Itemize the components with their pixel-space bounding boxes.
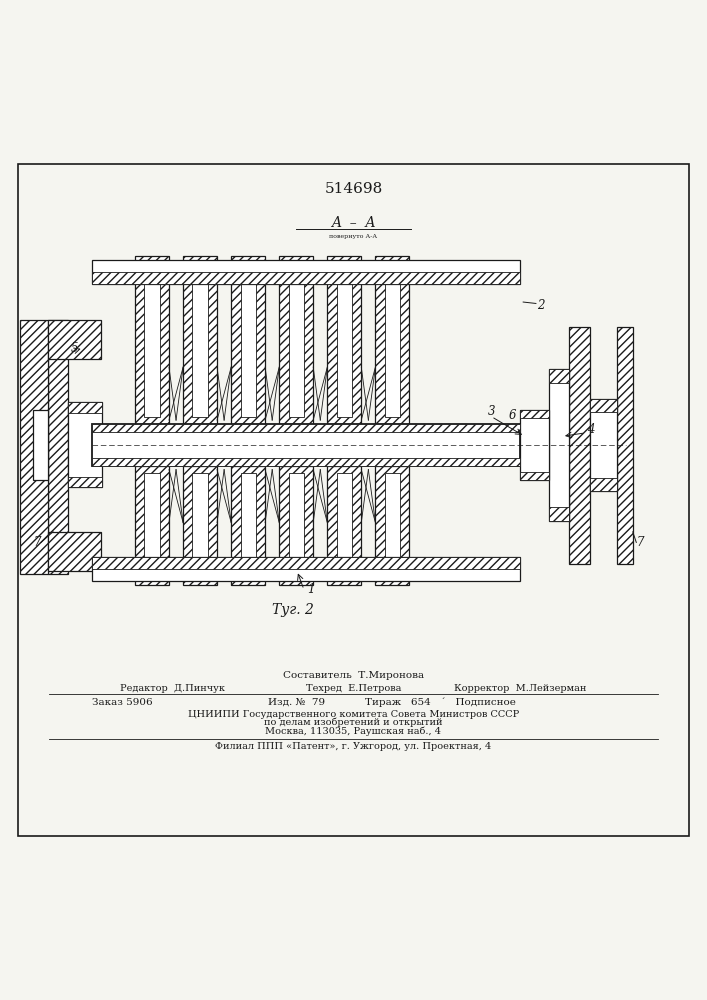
Bar	[135, 256, 169, 424]
Bar	[231, 256, 265, 424]
Text: Тираж   654   ´   Подписное: Тираж 654 ´ Подписное	[366, 697, 516, 707]
Bar	[92, 557, 520, 581]
Bar	[288, 267, 304, 417]
Bar	[327, 256, 361, 424]
Bar	[144, 267, 160, 417]
Text: Τуг. 2: Τуг. 2	[272, 603, 315, 617]
Bar	[92, 424, 520, 432]
Bar	[135, 466, 169, 585]
Bar	[279, 466, 313, 585]
Text: по делам изобретений и открытий: по делам изобретений и открытий	[264, 718, 443, 727]
Text: 7: 7	[636, 536, 644, 549]
Bar	[183, 256, 217, 424]
Bar	[33, 410, 48, 480]
Bar	[231, 466, 265, 585]
Text: ЦНИИПИ Государственного комитета Совета Министров СССР: ЦНИИПИ Государственного комитета Совета …	[188, 710, 519, 719]
Bar	[144, 473, 160, 574]
Bar	[48, 320, 101, 359]
Text: 7: 7	[34, 536, 42, 549]
Text: 4: 4	[587, 423, 595, 436]
Text: Редактор  Д.Пинчук: Редактор Д.Пинчук	[120, 684, 226, 693]
Text: повернуто А-А: повернуто А-А	[329, 234, 378, 239]
Bar	[520, 410, 549, 418]
Bar	[549, 507, 569, 521]
Bar	[20, 320, 48, 574]
Bar	[375, 256, 409, 424]
Text: Корректор  М.Лейзерман: Корректор М.Лейзерман	[455, 684, 587, 693]
Text: Составитель  Т.Миронова: Составитель Т.Миронова	[283, 671, 424, 680]
Bar	[92, 424, 520, 466]
Bar	[183, 466, 217, 585]
Bar	[92, 272, 520, 284]
Bar	[520, 410, 549, 480]
Bar	[590, 399, 617, 491]
Text: 6: 6	[509, 409, 517, 422]
Bar	[337, 267, 352, 417]
Bar	[48, 532, 101, 571]
Text: A  –  A: A – A	[332, 216, 375, 230]
Bar	[192, 473, 208, 574]
Bar	[68, 402, 102, 413]
Bar	[385, 473, 400, 574]
Bar	[520, 472, 549, 480]
Bar	[68, 477, 102, 487]
Bar	[327, 466, 361, 585]
Text: Москва, 113035, Раушская наб., 4: Москва, 113035, Раушская наб., 4	[266, 726, 441, 736]
Text: Филиал ППП «Патент», г. Ужгород, ул. Проектная, 4: Филиал ППП «Патент», г. Ужгород, ул. Про…	[216, 742, 491, 751]
Bar	[279, 256, 313, 424]
Bar	[337, 473, 352, 574]
Text: 1: 1	[308, 583, 315, 596]
Bar	[92, 557, 520, 569]
Text: Изд. №  79: Изд. № 79	[269, 698, 325, 707]
Bar	[92, 260, 520, 284]
Bar	[240, 473, 256, 574]
Text: 3: 3	[488, 405, 496, 418]
Bar	[240, 267, 256, 417]
Bar	[549, 369, 569, 521]
Text: 5: 5	[71, 342, 78, 355]
Text: Техред  Е.Петрова: Техред Е.Петрова	[306, 684, 401, 693]
Bar	[590, 399, 617, 412]
Bar	[590, 478, 617, 491]
Bar	[617, 327, 633, 564]
Bar	[375, 466, 409, 585]
Bar	[48, 320, 68, 574]
Bar	[68, 402, 102, 487]
Bar	[192, 267, 208, 417]
Bar	[92, 458, 520, 466]
Bar	[569, 327, 590, 564]
Bar	[549, 369, 569, 383]
Text: Заказ 5906: Заказ 5906	[92, 698, 153, 707]
Bar	[288, 473, 304, 574]
Bar	[385, 267, 400, 417]
Text: 514698: 514698	[325, 182, 382, 196]
Text: 2: 2	[537, 299, 545, 312]
